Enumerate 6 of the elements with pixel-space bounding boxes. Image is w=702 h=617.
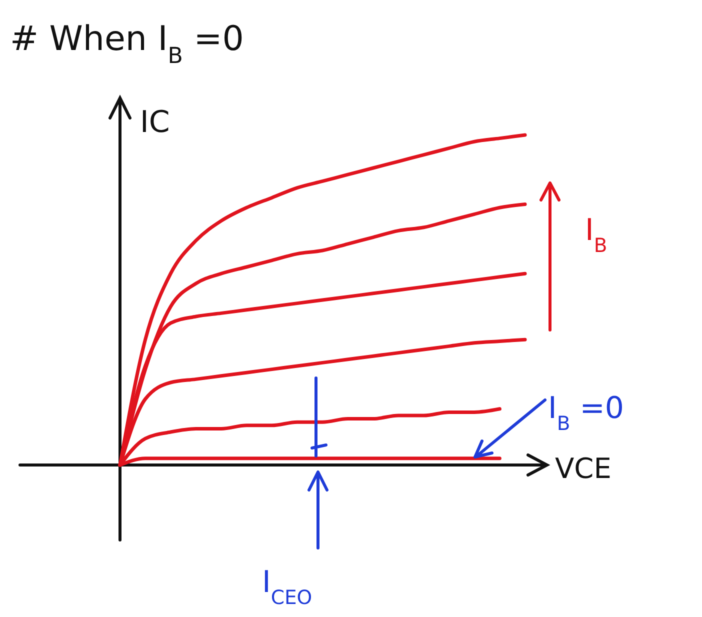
x-axis-title: VCE: [555, 452, 612, 485]
text: I$_{B}$: [585, 213, 608, 256]
y-axis-title: IC: [140, 105, 170, 140]
text: I$_{CEO}$: [262, 565, 312, 608]
text: I$_{B}$ =0: [548, 391, 624, 434]
chart-title: # When I$_{B}$ =0: [10, 19, 244, 69]
